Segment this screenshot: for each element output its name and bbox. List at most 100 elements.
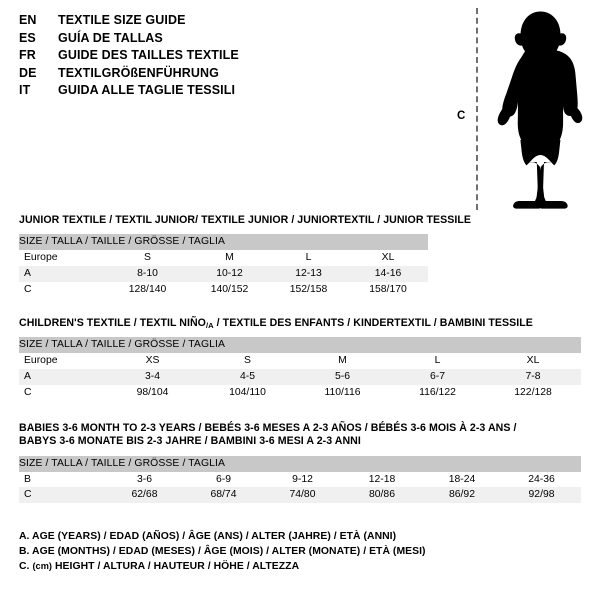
height-measurement-figure: C: [440, 4, 600, 212]
table-cell: 10-12: [190, 265, 269, 282]
table-cell: 4-5: [200, 368, 295, 385]
table-row: A 8-10 10-12 12-13 14-16: [19, 265, 429, 282]
language-title: TEXTILE SIZE GUIDE: [58, 13, 186, 27]
language-title-block: EN TEXTILE SIZE GUIDE ES GUÍA DE TALLAS …: [19, 13, 419, 101]
toddler-silhouette-icon: [497, 11, 583, 209]
footnote-c-prefix: C.: [19, 561, 33, 573]
language-row-it: IT GUIDA ALLE TAGLIE TESSILI: [19, 83, 419, 101]
section-babies-textile: BABIES 3-6 MONTH TO 2-3 YEARS / BEBÉS 3-…: [19, 422, 582, 503]
table-row: Europe XS S M L XL: [19, 353, 582, 369]
table-cell: 68/74: [184, 487, 263, 503]
table-header-bar: SIZE / TALLA / TAILLE / GRÖSSE / TAGLIA: [19, 337, 582, 354]
table-header-bar: SIZE / TALLA / TAILLE / GRÖSSE / TAGLIA: [19, 455, 582, 472]
table-cell: 158/170: [348, 281, 429, 298]
dimension-label-c: C: [457, 110, 466, 122]
table-cell: 116/122: [390, 384, 485, 401]
row-label: A: [19, 368, 105, 385]
table-cell: M: [295, 353, 390, 369]
section-title: CHILDREN'S TEXTILE / TEXTIL NIÑO/A / TEX…: [19, 317, 581, 330]
table-cell: 8-10: [105, 265, 190, 282]
section-title-line1: BABIES 3-6 MONTH TO 2-3 YEARS / BEBÉS 3-…: [19, 422, 517, 434]
row-label: Europe: [19, 353, 105, 369]
footnote-a: A. AGE (YEARS) / EDAD (AÑOS) / ÂGE (ANS)…: [19, 531, 397, 542]
table-cell: 86/92: [422, 487, 502, 503]
table-cell: 24-36: [502, 471, 582, 488]
table-row: C 98/104 104/110 110/116 116/122 122/128: [19, 384, 582, 401]
table-row: A 3-4 4-5 5-6 6-7 7-8: [19, 368, 582, 385]
section-junior-textile: JUNIOR TEXTILE / TEXTIL JUNIOR/ TEXTILE …: [19, 214, 472, 298]
table-cell: 92/98: [502, 487, 582, 503]
language-title: GUIDA ALLE TAGLIE TESSILI: [58, 83, 236, 98]
table-cell: 14-16: [348, 265, 429, 282]
language-title: TEXTILGRÖßENFÜHRUNG: [58, 65, 219, 80]
table-cell: 9-12: [263, 471, 342, 488]
babies-size-table: SIZE / TALLA / TAILLE / GRÖSSE / TAGLIA …: [19, 455, 582, 503]
table-cell: 12-18: [342, 471, 422, 488]
size-header-label: SIZE / TALLA / TAILLE / GRÖSSE / TAGLIA: [19, 455, 582, 472]
table-header-bar: SIZE / TALLA / TAILLE / GRÖSSE / TAGLIA: [19, 234, 429, 251]
footnote-c-unit: (cm): [32, 561, 53, 572]
section-childrens-textile: CHILDREN'S TEXTILE / TEXTIL NIÑO/A / TEX…: [19, 317, 582, 401]
row-label: C: [19, 281, 105, 298]
size-header-label: SIZE / TALLA / TAILLE / GRÖSSE / TAGLIA: [19, 337, 582, 354]
section-title-pre: CHILDREN'S TEXTILE / TEXTIL NIÑO: [19, 317, 206, 329]
footnote-c-text: HEIGHT / ALTURA / HAUTEUR / HÖHE / ALTEZ…: [52, 561, 300, 573]
table-cell: M: [190, 250, 269, 266]
section-title: JUNIOR TEXTILE / TEXTIL JUNIOR/ TEXTILE …: [19, 214, 472, 226]
language-code: IT: [19, 83, 31, 98]
table-cell: 74/80: [263, 487, 342, 503]
size-header-label: SIZE / TALLA / TAILLE / GRÖSSE / TAGLIA: [19, 234, 429, 251]
table-cell: S: [200, 353, 295, 369]
table-row: C 128/140 140/152 152/158 158/170: [19, 281, 429, 298]
table-cell: 110/116: [295, 384, 390, 401]
children-size-table: SIZE / TALLA / TAILLE / GRÖSSE / TAGLIA …: [19, 337, 582, 401]
junior-size-table: SIZE / TALLA / TAILLE / GRÖSSE / TAGLIA …: [19, 234, 429, 298]
table-cell: XS: [105, 353, 200, 369]
legend-footnotes: A. AGE (YEARS) / EDAD (AÑOS) / ÂGE (ANS)…: [19, 530, 426, 575]
language-row-de: DE TEXTILGRÖßENFÜHRUNG: [19, 66, 419, 84]
table-row: Europe S M L XL: [19, 250, 429, 266]
row-label: A: [19, 265, 105, 282]
row-label: Europe: [19, 250, 105, 266]
table-cell: 6-9: [184, 471, 263, 488]
table-row: C 62/68 68/74 74/80 80/86 86/92 92/98: [19, 487, 582, 503]
language-row-fr: FR GUIDE DES TAILLES TEXTILE: [19, 48, 419, 66]
footnote-c: C. (cm) HEIGHT / ALTURA / HAUTEUR / HÖHE…: [19, 559, 426, 575]
table-cell: 128/140: [105, 281, 190, 298]
table-cell: XL: [348, 250, 429, 266]
language-code: ES: [19, 30, 36, 45]
section-title-post: / TEXTILE DES ENFANTS / KINDERTEXTIL / B…: [213, 317, 533, 329]
table-cell: 62/68: [105, 487, 184, 503]
table-cell: 152/158: [269, 281, 348, 298]
table-cell: 3-6: [105, 471, 184, 488]
table-cell: L: [390, 353, 485, 369]
footnote-b: B. AGE (MONTHS) / EDAD (MESES) / ÂGE (MO…: [19, 545, 426, 557]
language-code: EN: [19, 13, 37, 27]
table-cell: 80/86: [342, 487, 422, 503]
section-title-line2: BABYS 3-6 MONATE BIS 2-3 JAHRE / BAMBINI…: [19, 435, 361, 448]
row-label: C: [19, 384, 105, 401]
language-code: FR: [19, 48, 36, 63]
language-row-es: ES GUÍA DE TALLAS: [19, 31, 419, 49]
table-cell: 98/104: [105, 384, 200, 401]
language-title: GUIDE DES TAILLES TEXTILE: [58, 48, 239, 63]
section-title-subscript: /A: [205, 320, 214, 330]
table-cell: 5-6: [295, 368, 390, 385]
table-cell: 12-13: [269, 265, 348, 282]
table-cell: 18-24: [422, 471, 502, 488]
table-cell: 7-8: [485, 368, 582, 385]
table-cell: L: [269, 250, 348, 266]
row-label: C: [19, 487, 105, 503]
table-cell: 122/128: [485, 384, 582, 401]
row-label: B: [19, 471, 105, 488]
table-cell: 104/110: [200, 384, 295, 401]
language-row-en: EN TEXTILE SIZE GUIDE: [19, 13, 419, 31]
table-cell: 6-7: [390, 368, 485, 385]
table-cell: 140/152: [190, 281, 269, 298]
height-dashed-line: [476, 8, 478, 210]
language-code: DE: [19, 65, 37, 80]
language-title: GUÍA DE TALLAS: [58, 30, 163, 45]
table-cell: 3-4: [105, 368, 200, 385]
table-cell: XL: [485, 353, 582, 369]
table-row: B 3-6 6-9 9-12 12-18 18-24 24-36: [19, 471, 582, 488]
